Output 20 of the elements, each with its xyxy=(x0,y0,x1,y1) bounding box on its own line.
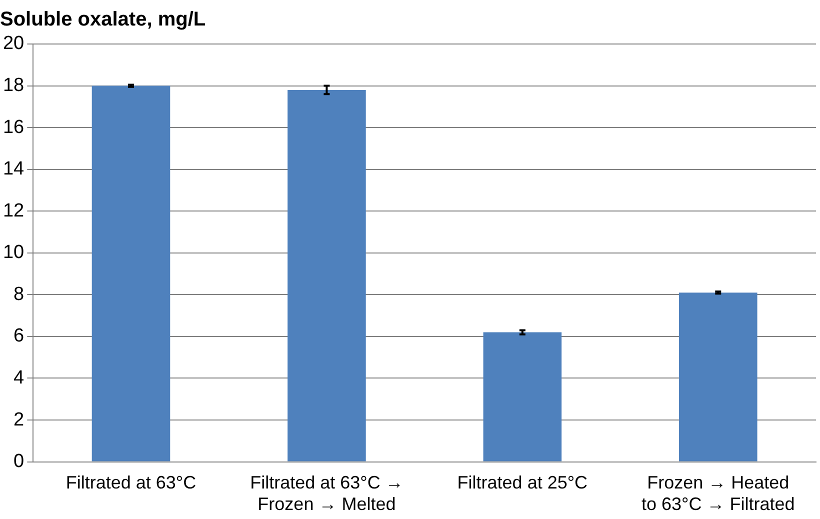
y-tick-label: 14 xyxy=(2,158,25,180)
y-tick-label: 12 xyxy=(2,200,24,222)
chart-title: Soluble oxalate, mg/L xyxy=(0,8,206,31)
x-tick-label: Filtrated at 63°C → Frozen → Melted xyxy=(250,472,404,514)
y-tick-label: 16 xyxy=(2,116,24,138)
y-tick-label: 0 xyxy=(14,451,24,472)
x-tick-label: Frozen → Heated to 63°C → Filtrated xyxy=(642,472,795,514)
x-tick-label: Filtrated at 63°C xyxy=(66,472,196,493)
y-tick-label: 18 xyxy=(2,75,24,96)
x-tick-label: Filtrated at 25°C xyxy=(457,472,588,493)
bar xyxy=(483,332,562,462)
bar xyxy=(92,86,170,462)
y-tick-label: 8 xyxy=(14,284,24,305)
y-tick-label: 20 xyxy=(2,33,24,54)
y-tick-label: 2 xyxy=(14,409,24,430)
y-tick-label: 10 xyxy=(2,242,24,264)
bar xyxy=(288,90,366,462)
y-tick-label: 4 xyxy=(14,367,25,388)
y-tick-label: 6 xyxy=(14,326,24,347)
bar xyxy=(679,292,758,462)
